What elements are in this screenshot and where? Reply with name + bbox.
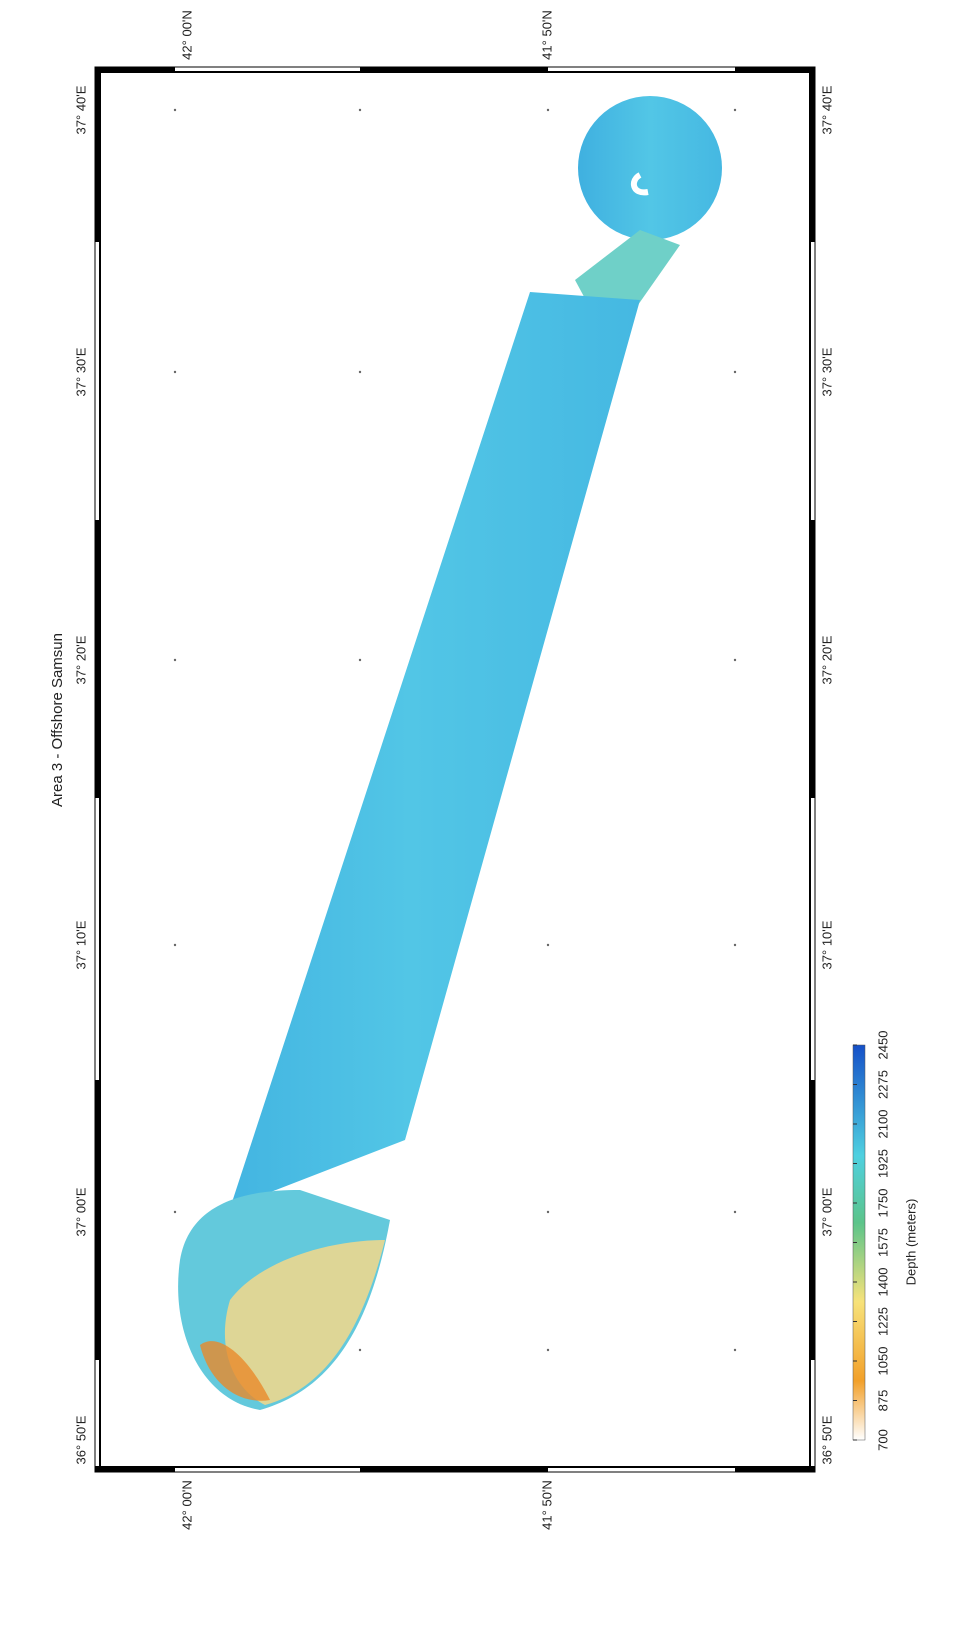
lat-label: 42° 00'N bbox=[179, 1480, 194, 1530]
lon-label: 37° 00'E bbox=[819, 1187, 834, 1236]
lon-label: 36° 50'E bbox=[73, 1415, 88, 1464]
colorbar-tick-label: 2450 bbox=[875, 1031, 890, 1060]
lon-label: 37° 10'E bbox=[73, 920, 88, 969]
lat-label: 41° 50'N bbox=[539, 1480, 554, 1530]
colorbar-tick-label: 1750 bbox=[875, 1189, 890, 1218]
colorbar-tick-label: 1400 bbox=[875, 1268, 890, 1297]
map-page: Area 3 - Offshore Samsun Depth (meters) … bbox=[0, 0, 963, 1636]
lat-label: 41° 50'N bbox=[539, 10, 554, 60]
map-title: Area 3 - Offshore Samsun bbox=[49, 633, 66, 807]
colorbar-tick-label: 700 bbox=[875, 1429, 890, 1451]
colorbar-label: Depth (meters) bbox=[903, 1199, 918, 1286]
colorbar-tick-label: 1225 bbox=[875, 1307, 890, 1336]
colorbar-tick-label: 2275 bbox=[875, 1070, 890, 1099]
lon-label: 37° 40'E bbox=[73, 85, 88, 134]
bathymetry-swath bbox=[178, 96, 722, 1410]
colorbar-tick-label: 1050 bbox=[875, 1347, 890, 1376]
lon-label: 37° 30'E bbox=[73, 347, 88, 396]
lat-label: 42° 00'N bbox=[179, 10, 194, 60]
colorbar-tick-label: 1925 bbox=[875, 1149, 890, 1178]
colorbar-tick-label: 2100 bbox=[875, 1110, 890, 1139]
lon-label: 36° 50'E bbox=[819, 1415, 834, 1464]
colorbar-tick-label: 1575 bbox=[875, 1228, 890, 1257]
lon-label: 37° 00'E bbox=[73, 1187, 88, 1236]
colorbar-tick-label: 875 bbox=[875, 1390, 890, 1412]
lon-label: 37° 20'E bbox=[819, 635, 834, 684]
lon-label: 37° 30'E bbox=[819, 347, 834, 396]
lon-label: 37° 40'E bbox=[819, 85, 834, 134]
lon-label: 37° 10'E bbox=[819, 920, 834, 969]
lon-label: 37° 20'E bbox=[73, 635, 88, 684]
